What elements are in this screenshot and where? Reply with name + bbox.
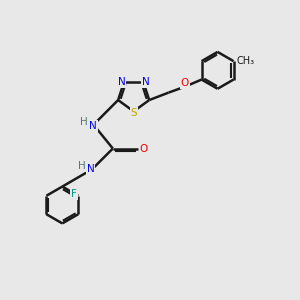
Text: F: F <box>71 189 77 199</box>
Text: H: H <box>78 161 86 171</box>
Text: O: O <box>139 143 148 154</box>
Text: N: N <box>89 121 97 131</box>
Text: CH₃: CH₃ <box>237 56 255 66</box>
Text: N: N <box>118 77 125 87</box>
Text: N: N <box>142 77 149 87</box>
Text: S: S <box>130 108 137 118</box>
Text: N: N <box>87 164 94 174</box>
Text: H: H <box>80 117 88 127</box>
Text: O: O <box>181 78 189 88</box>
